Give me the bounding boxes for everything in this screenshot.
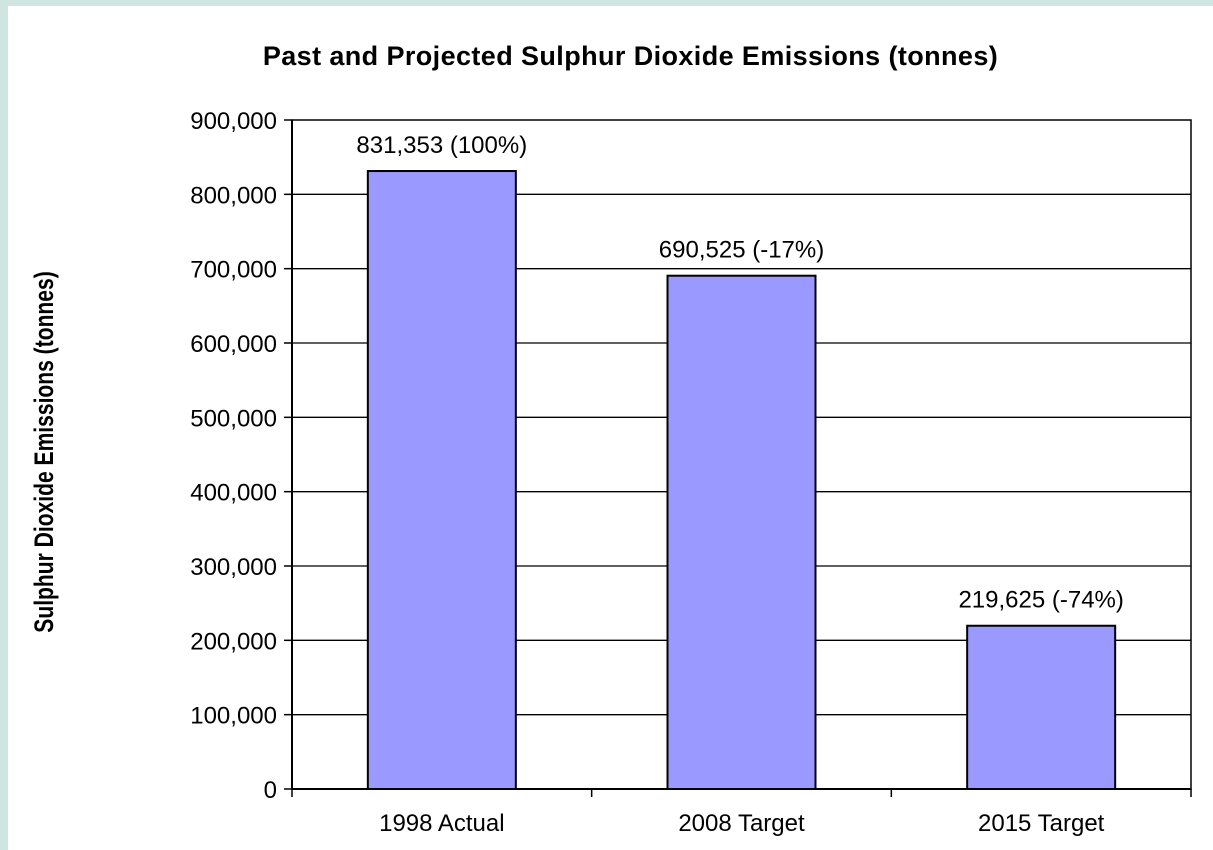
y-tick-label: 100,000 <box>190 703 277 730</box>
y-tick-label: 300,000 <box>190 554 277 581</box>
y-tick-label: 500,000 <box>190 405 277 432</box>
y-tick-label: 200,000 <box>190 628 277 655</box>
y-tick-label: 400,000 <box>190 480 277 507</box>
data-label: 219,625 (-74%) <box>958 587 1123 614</box>
y-tick-label: 0 <box>264 777 277 804</box>
y-tick-label: 600,000 <box>190 331 277 358</box>
x-tick-label: 1998 Actual <box>379 810 504 837</box>
x-tick-label: 2008 Target <box>678 810 805 837</box>
bar <box>366 170 517 791</box>
bar <box>966 624 1117 790</box>
y-tick-label: 800,000 <box>190 182 277 209</box>
chart-title: Past and Projected Sulphur Dioxide Emiss… <box>262 41 999 71</box>
data-label: 831,353 (100%) <box>356 132 527 159</box>
y-tick-label: 900,000 <box>190 108 277 135</box>
y-axis-label: Sulphur Dioxide Emissions (tonnes) <box>30 271 60 632</box>
y-tick-label: 700,000 <box>190 257 277 284</box>
bar <box>666 274 817 790</box>
x-tick-label: 2015 Target <box>978 810 1105 837</box>
data-label: 690,525 (-17%) <box>659 237 824 264</box>
